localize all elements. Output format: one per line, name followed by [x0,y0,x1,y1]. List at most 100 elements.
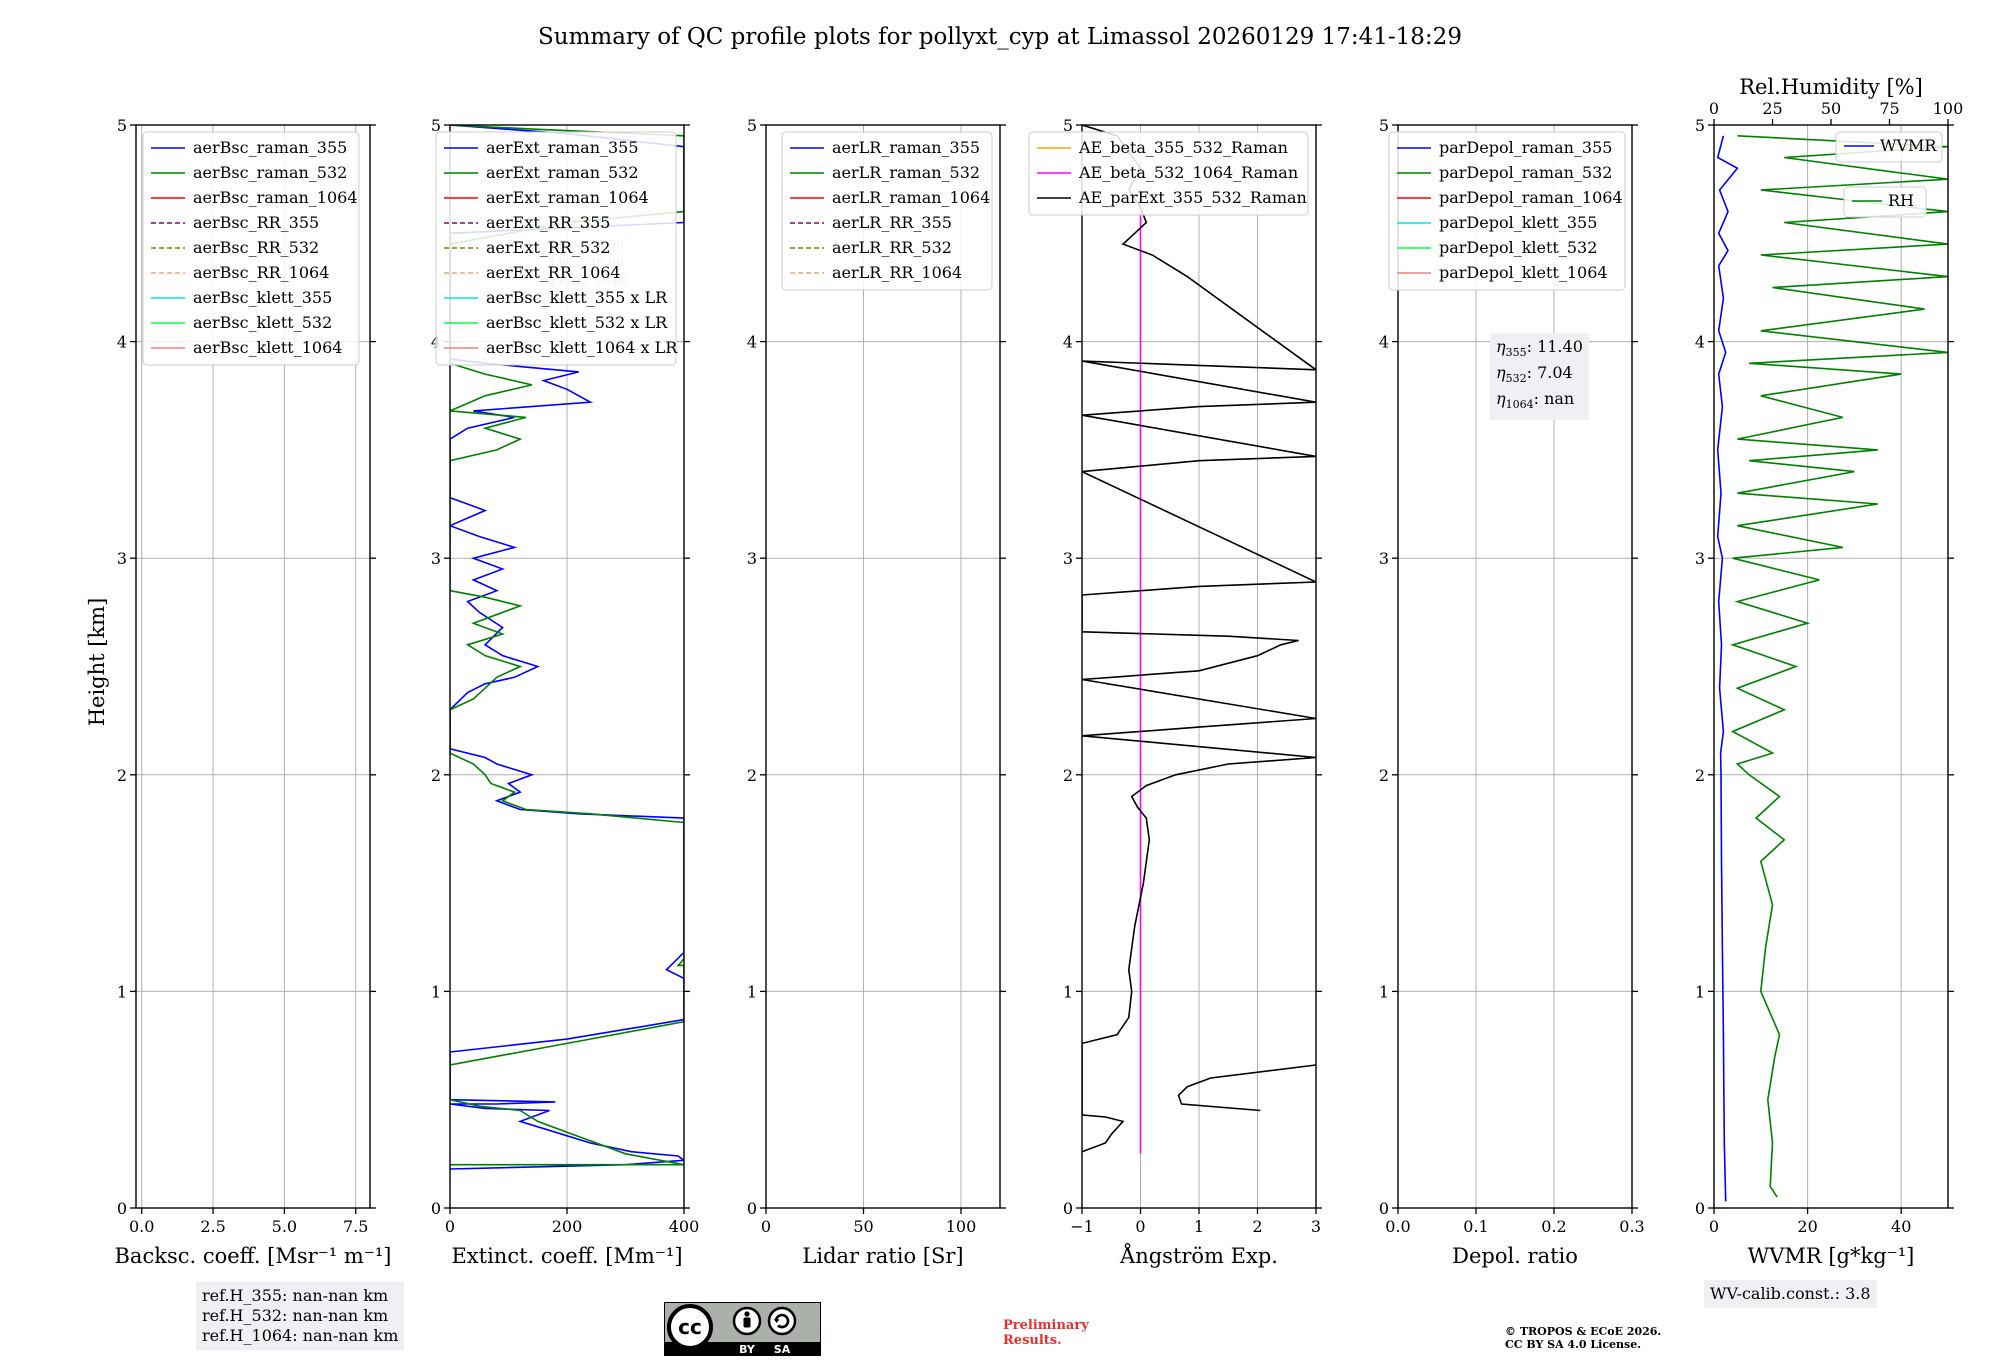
legend-label: AE_parExt_355_532_Raman [1078,188,1307,207]
x-tick-label: 2 [1252,1217,1262,1236]
eta-1064-value: : nan [1533,389,1575,409]
legend-box [435,131,677,366]
panel-5: 0.0 0.1 0.2 0.3 0 1 2 3 4 5 Depol. ratio parDepol_r… [1379,116,1645,1268]
series-line-WVMR [1716,135,1739,1202]
legend-label: AE_beta_532_1064_Raman [1078,163,1298,182]
legend-label: RH [1888,191,1914,210]
eta-box: η355: 11.40 η532: 7.04 η 1064: nan [1490,333,1589,420]
legend-box [1835,131,1943,163]
legend-label: WVMR [1880,136,1937,155]
y-tick-label: 1 [1379,982,1389,1001]
eta-355: η355: 11.40 [1496,337,1583,363]
refh-355: ref.H_355: nan-nan km [202,1286,389,1305]
x-tick-label: 0 [761,1217,771,1236]
y-tick-label: 3 [1063,549,1073,568]
y-tick-label: 3 [1379,549,1389,568]
legend-label: aerExt_RR_355 [486,213,610,232]
top-x-tick-label: 50 [1821,99,1841,118]
y-tick-label: 5 [1695,116,1705,135]
top-x-tick-label: 25 [1762,99,1782,118]
x-axis-label: Lidar ratio [Sr] [802,1244,963,1268]
eta-355-value: : 11.40 [1526,337,1583,356]
y-tick-label: 1 [747,982,757,1001]
legend-label: aerLR_RR_532 [832,238,952,257]
legend-label: aerBsc_RR_355 [193,213,319,232]
eta-532-value: : 7.04 [1526,363,1573,383]
y-tick-label: 2 [431,766,441,785]
y-tick-label: 3 [1695,549,1705,568]
legend-label: aerLR_raman_532 [832,163,980,182]
y-tick-label: 3 [431,549,441,568]
legend-label: parDepol_raman_1064 [1439,188,1623,207]
preliminary-line-2: Results. [1003,1333,1062,1348]
top-x-tick-label: 100 [1933,99,1964,118]
legend-label: aerExt_raman_532 [486,163,639,182]
x-tick-label: 0.2 [1541,1217,1566,1236]
x-tick-label: 0 [445,1217,455,1236]
legend-label: aerBsc_klett_532 x LR [486,313,668,332]
series-line-AE_parExt_355_532_Raman_low [1177,1064,1316,1112]
y-tick-label: 0 [1695,1199,1705,1218]
y-tick-label: 4 [1063,333,1073,352]
x-tick-label: 0.1 [1463,1217,1488,1236]
x-tick-label: 0.0 [1385,1217,1410,1236]
legend-label: aerLR_raman_1064 [832,188,990,207]
series-line-RH [1730,135,1948,1198]
x-tick-label: 7.5 [343,1217,368,1236]
y-tick-label: 1 [1695,982,1705,1001]
x-axis-label: Depol. ratio [1452,1244,1578,1268]
copyright-note: © TROPOS & ECoE 2026. CC BY SA 4.0 Licen… [1505,1325,1661,1351]
wv-calib-text: WV-calib.const.: 3.8 [1710,1284,1871,1303]
legend-label: aerExt_raman_1064 [486,188,649,207]
y-tick-label: 2 [1695,766,1705,785]
legend-label: aerBsc_klett_1064 x LR [486,338,678,357]
axes-frame [765,124,1001,1209]
series-line-aerExt_raman_355 [450,125,684,1170]
refh-532: ref.H_532: nan-nan km [202,1306,389,1325]
legend-label: aerLR_RR_1064 [832,263,962,282]
x-tick-label: 3 [1311,1217,1321,1236]
y-tick-label: 4 [117,333,127,352]
legend-label: aerLR_raman_355 [832,138,980,157]
panel-6: 0 20 40 0 1 2 3 4 5 WVMR [g*kg⁻¹] 0 25 50 75 100 Rel.Hu… [1695,75,1963,1268]
x-axis-label: Ångström Exp. [1119,1243,1278,1268]
legend-label: aerBsc_raman_532 [193,163,347,182]
legend-label: aerBsc_klett_355 x LR [486,288,668,307]
legend-box [1028,131,1309,216]
y-tick-label: 0 [747,1199,757,1218]
legend-label: aerBsc_raman_1064 [193,188,358,207]
legend-label: aerExt_raman_355 [486,138,639,157]
eta-532: η532: 7.04 [1496,363,1583,389]
legend-label: aerExt_RR_532 [486,238,610,257]
x-tick-label: 5.0 [272,1217,297,1236]
x-tick-label: 100 [946,1217,977,1236]
preliminary-results-note: Preliminary Results. [1003,1318,1089,1348]
legend-label: aerBsc_RR_1064 [193,263,329,282]
legend-label: aerBsc_klett_532 [193,313,332,332]
y-tick-label: 2 [1063,766,1073,785]
y-tick-label: 5 [747,116,757,135]
eta-1064-subscript: 1064 [1505,398,1534,412]
x-tick-label: 20 [1797,1217,1817,1236]
top-x-tick-label: 75 [1879,99,1899,118]
y-tick-label: 5 [431,116,441,135]
x-tick-label: 2.5 [200,1217,225,1236]
y-tick-label: 2 [1379,766,1389,785]
eta-355-symbol: η [1496,337,1506,356]
sa-label: SA [774,1343,791,1356]
eta-532-symbol: η [1496,363,1506,383]
y-tick-label: 5 [117,116,127,135]
y-tick-label: 1 [1063,982,1073,1001]
x-axis-label: Extinct. coeff. [Mm⁻¹] [451,1244,682,1268]
reference-height-box: ref.H_355: nan-nan km ref.H_532: nan-nan… [196,1282,405,1350]
top-x-axis-label: Rel.Humidity [%] [1739,75,1923,99]
cc-by-sa-badge: cc BY SA [664,1302,821,1356]
y-tick-label: 4 [1695,333,1705,352]
series-line-AE_parExt_355_532_Raman [1082,125,1316,1153]
axes-frame [135,124,371,1209]
y-tick-label: 4 [747,333,757,352]
preliminary-line-1: Preliminary [1003,1318,1089,1333]
x-tick-label: 400 [669,1217,700,1236]
y-tick-label: 1 [117,982,127,1001]
